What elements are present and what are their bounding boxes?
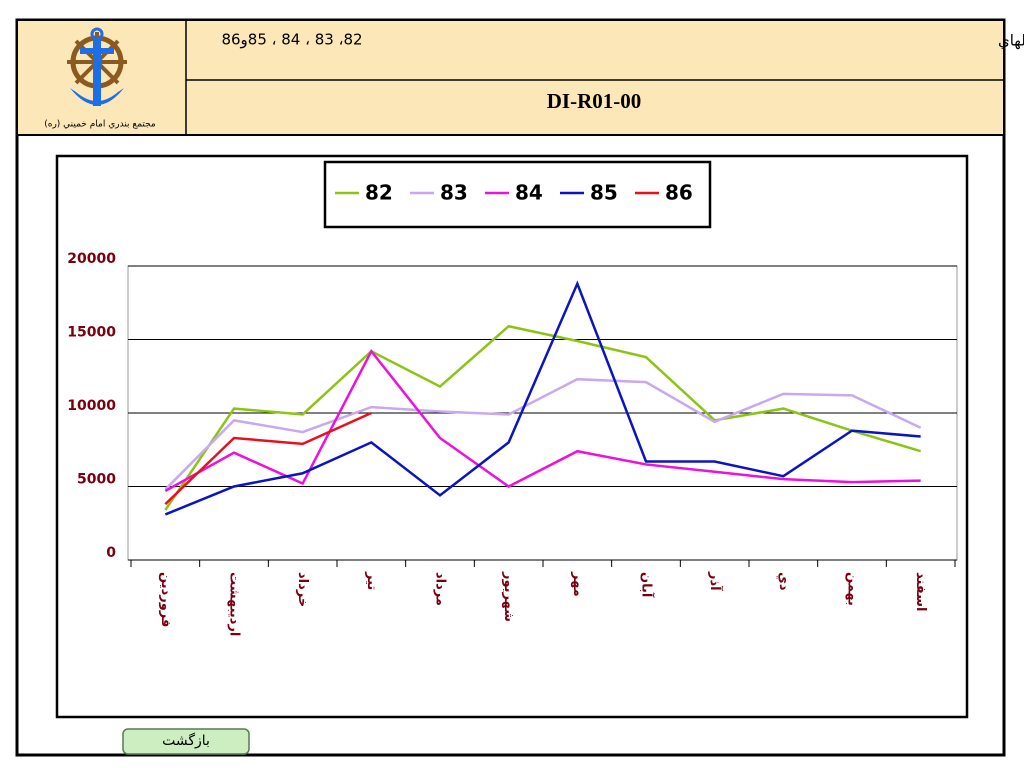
legend-label: 84	[515, 181, 543, 205]
series-line	[164, 280, 921, 516]
x-tick-label: آبان	[639, 572, 656, 598]
x-tick-label: بهمن	[845, 572, 860, 606]
series-line	[164, 348, 921, 493]
y-tick-label: 15000	[67, 325, 116, 341]
legend-label: 86	[665, 181, 693, 205]
button-label[interactable]: بازگشت	[162, 732, 210, 749]
x-tick-label: مهر	[570, 571, 585, 597]
back-button[interactable]: بازگشت	[122, 728, 250, 755]
legend-label: 85	[590, 181, 618, 205]
x-tick-label: اسفند	[913, 572, 928, 611]
x-tick-label: خرداد	[295, 572, 310, 607]
header-bg	[18, 21, 1003, 135]
y-tick-label: 0	[106, 545, 116, 561]
logo-caption: مجتمع بندري امام خميني (ره)	[44, 120, 156, 130]
y-tick-label: 10000	[67, 398, 116, 414]
legend-label: 82	[365, 181, 393, 205]
x-tick-label: شهريور	[501, 571, 516, 622]
series-line	[164, 324, 922, 511]
code: DI-R01-00	[547, 89, 642, 113]
y-tick-label: 20000	[67, 251, 116, 267]
x-tick-label: ارديبهشت	[227, 572, 242, 636]
series-line	[164, 377, 922, 491]
x-tick-label: دي	[776, 572, 791, 591]
series-line	[164, 411, 372, 506]
title: نمودار مقايسه اي تخليه وبارگيري غير نفتي…	[998, 32, 1024, 51]
x-tick-label: تير	[364, 571, 379, 590]
years: 82، 83 ، 84 ، 85و86	[221, 31, 362, 49]
x-tick-label: فروردين	[158, 572, 173, 627]
y-tick-label: 5000	[77, 472, 116, 488]
x-tick-label: مرداد	[433, 572, 448, 606]
logo	[67, 27, 127, 106]
button-bg[interactable]	[122, 728, 250, 755]
legend-label: 83	[440, 181, 468, 205]
x-tick-label: آذر	[707, 571, 724, 591]
legend-box	[323, 160, 712, 229]
